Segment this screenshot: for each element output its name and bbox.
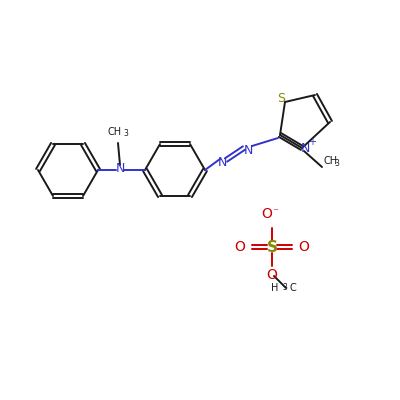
Text: H: H — [271, 283, 278, 293]
Text: N: N — [115, 162, 125, 174]
Text: O: O — [266, 268, 278, 282]
Text: CH: CH — [108, 127, 122, 137]
Text: C: C — [290, 283, 297, 293]
Text: 3: 3 — [123, 129, 128, 138]
Text: CH: CH — [324, 156, 338, 166]
Text: 3: 3 — [282, 284, 287, 292]
Text: ⁻: ⁻ — [272, 207, 278, 217]
Text: O: O — [234, 240, 246, 254]
Text: S: S — [277, 92, 285, 104]
Text: N: N — [300, 142, 310, 154]
Text: +: + — [308, 137, 316, 147]
Text: O: O — [298, 240, 310, 254]
Text: O: O — [262, 207, 272, 221]
Text: N: N — [217, 156, 227, 168]
Text: 3: 3 — [334, 159, 339, 168]
Text: S: S — [266, 240, 278, 254]
Text: N: N — [243, 144, 253, 156]
